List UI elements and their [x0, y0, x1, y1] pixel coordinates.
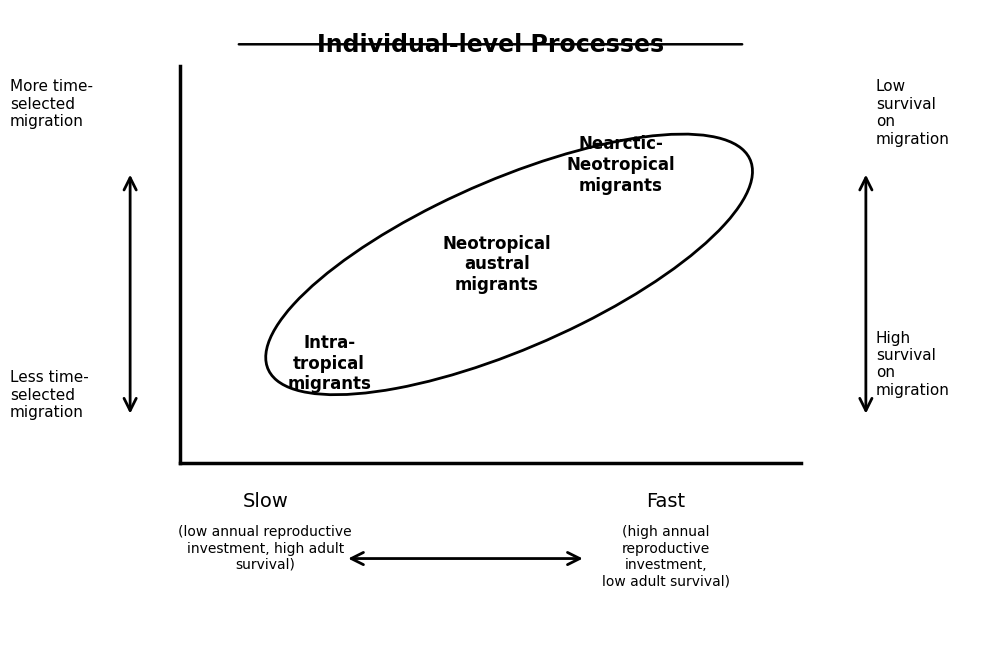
Text: (low annual reproductive
investment, high adult
survival): (low annual reproductive investment, hig… [178, 525, 352, 572]
Text: Neotropical
austral
migrants: Neotropical austral migrants [442, 235, 551, 294]
Title: Individual-level Processes: Individual-level Processes [317, 33, 664, 58]
Text: High
survival
on
migration: High survival on migration [876, 330, 950, 398]
Text: Slow: Slow [242, 492, 288, 512]
Text: Less time-
selected
migration: Less time- selected migration [10, 370, 89, 420]
Text: Intra-
tropical
migrants: Intra- tropical migrants [287, 334, 371, 393]
Text: Nearctic-
Neotropical
migrants: Nearctic- Neotropical migrants [567, 136, 675, 195]
Text: Fast: Fast [646, 492, 686, 512]
Text: (high annual
reproductive
investment,
low adult survival): (high annual reproductive investment, lo… [602, 525, 730, 588]
Text: Low
survival
on
migration: Low survival on migration [876, 79, 950, 147]
Text: More time-
selected
migration: More time- selected migration [10, 79, 93, 129]
